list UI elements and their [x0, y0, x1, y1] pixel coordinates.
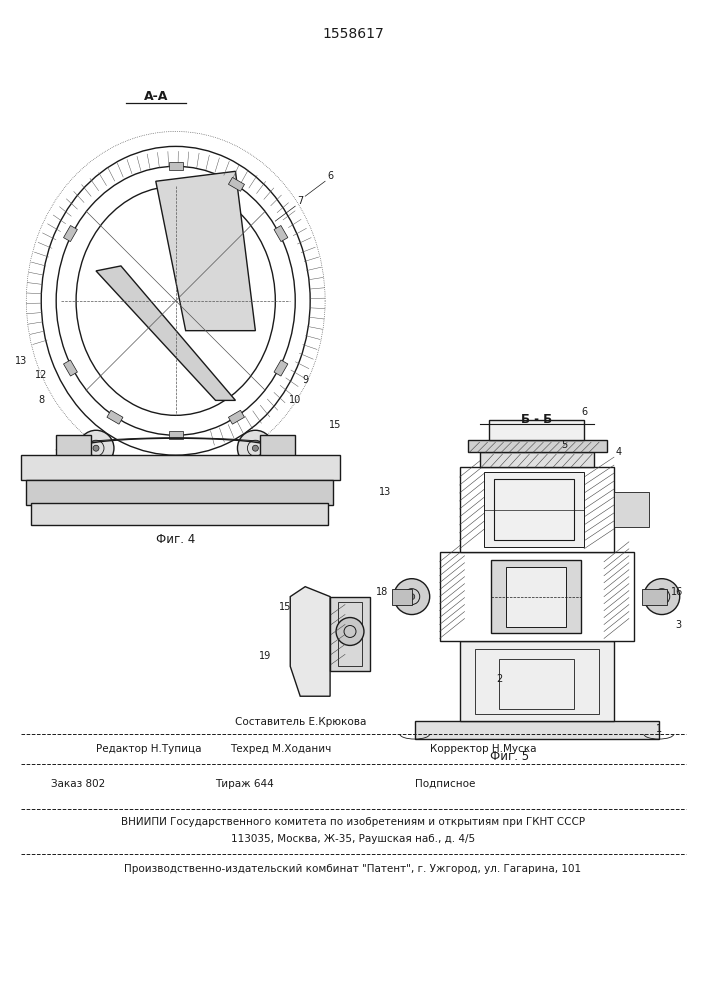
Polygon shape [107, 410, 123, 424]
Text: 1: 1 [655, 724, 662, 734]
Polygon shape [291, 587, 330, 696]
Bar [479, 452, 594, 467]
Text: 9: 9 [302, 375, 308, 385]
Bar [56, 435, 91, 465]
Text: 113035, Москва, Ж-35, Раушская наб., д. 4/5: 113035, Москва, Ж-35, Раушская наб., д. … [231, 834, 475, 844]
Text: Редактор Н.Тупица: Редактор Н.Тупица [96, 744, 201, 754]
Circle shape [394, 579, 430, 615]
Bar [494, 479, 574, 540]
Text: 2: 2 [496, 674, 503, 684]
Text: Тираж 644: Тираж 644 [216, 779, 274, 789]
Text: 13: 13 [379, 487, 391, 497]
Text: 15: 15 [329, 420, 341, 430]
Text: 10: 10 [289, 395, 301, 405]
Text: Подписное: Подписное [415, 779, 475, 789]
Text: Производственно-издательский комбинат "Патент", г. Ужгород, ул. Гагарина, 101: Производственно-издательский комбинат "П… [124, 864, 582, 874]
Text: 18: 18 [375, 587, 388, 597]
Bar [460, 641, 614, 721]
Text: Корректор Н.Муска: Корректор Н.Муска [430, 744, 536, 754]
Text: 13: 13 [15, 356, 28, 366]
Bar [484, 472, 584, 547]
Text: 6: 6 [327, 171, 333, 181]
Bar [415, 721, 659, 739]
Text: 12: 12 [35, 370, 47, 380]
Bar [614, 492, 649, 527]
Circle shape [336, 618, 364, 645]
Bar [474, 649, 599, 714]
Text: 5: 5 [561, 440, 567, 450]
Bar [499, 659, 574, 709]
Text: Фиг. 5: Фиг. 5 [490, 750, 529, 763]
Circle shape [644, 579, 679, 615]
Text: 8: 8 [38, 395, 45, 405]
Polygon shape [64, 226, 77, 242]
Polygon shape [64, 360, 77, 376]
Bar [21, 455, 340, 480]
Circle shape [93, 445, 99, 451]
Text: 15: 15 [279, 602, 291, 612]
Polygon shape [228, 177, 245, 191]
Bar [489, 420, 584, 440]
Bar [26, 480, 333, 505]
Text: 3: 3 [676, 620, 682, 630]
Text: 1558617: 1558617 [322, 27, 384, 41]
Polygon shape [228, 410, 245, 424]
Text: 16: 16 [671, 587, 683, 597]
Circle shape [252, 445, 258, 451]
Text: ВНИИПИ Государственного комитета по изобретениям и открытиям при ГКНТ СССР: ВНИИПИ Государственного комитета по изоб… [121, 817, 585, 827]
Text: Фиг. 4: Фиг. 4 [156, 533, 195, 546]
Bar [440, 552, 634, 641]
Bar [392, 589, 411, 605]
Text: 6: 6 [581, 407, 587, 417]
Bar [467, 440, 607, 452]
Bar [506, 567, 566, 627]
Bar [460, 467, 614, 552]
Text: Заказ 802: Заказ 802 [51, 779, 105, 789]
Bar [330, 597, 370, 671]
Text: A-A: A-A [144, 90, 168, 103]
Circle shape [659, 594, 665, 600]
Bar [642, 589, 667, 605]
Polygon shape [274, 360, 288, 376]
Text: 4: 4 [616, 447, 622, 457]
Polygon shape [156, 171, 255, 331]
Polygon shape [169, 431, 182, 439]
Text: 7: 7 [297, 196, 303, 206]
Circle shape [238, 430, 274, 466]
Circle shape [409, 594, 415, 600]
Bar [260, 435, 296, 465]
Text: Техред М.Ходанич: Техред М.Ходанич [230, 744, 332, 754]
Text: Б - Б: Б - Б [521, 413, 552, 426]
Polygon shape [274, 226, 288, 242]
Bar [491, 560, 581, 633]
Text: Составитель Е.Крюкова: Составитель Е.Крюкова [235, 717, 366, 727]
Text: 19: 19 [259, 651, 271, 661]
Polygon shape [169, 162, 182, 170]
Bar [338, 602, 362, 666]
Bar [31, 503, 328, 525]
Polygon shape [96, 266, 235, 400]
Circle shape [78, 430, 114, 466]
